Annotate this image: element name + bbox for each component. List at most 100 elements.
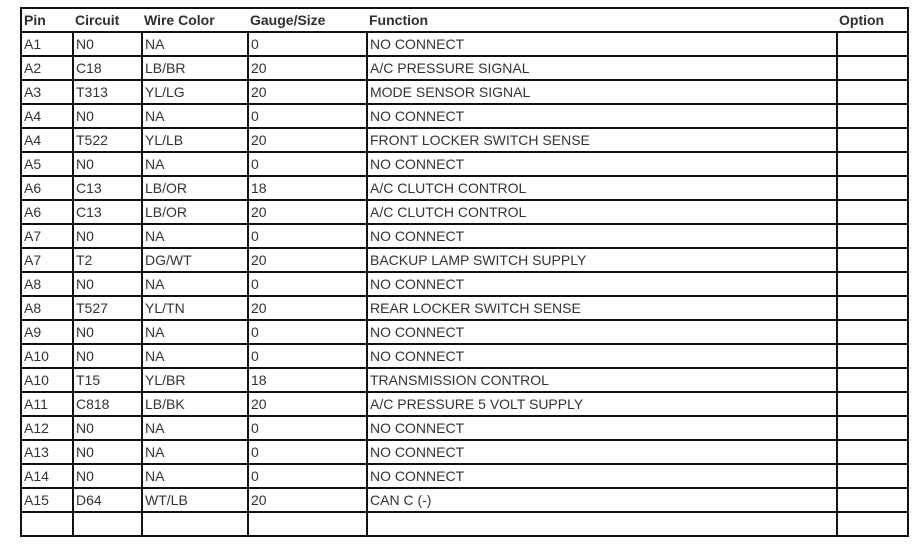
cell-gauge-size: 0 <box>247 223 368 249</box>
cell-gauge-size: 20 <box>247 487 368 513</box>
cell-gauge-size: 18 <box>247 175 368 201</box>
cell-gauge-size: 0 <box>247 439 368 465</box>
cell-function: NO CONNECT <box>366 103 838 129</box>
cell-pin: A1 <box>20 31 74 57</box>
cell-circuit: C13 <box>72 175 143 201</box>
table-row: A12 N0 NA 0 NO CONNECT <box>20 415 909 441</box>
cell-function: FRONT LOCKER SWITCH SENSE <box>366 127 838 153</box>
cell-pin: A10 <box>20 367 74 393</box>
table-row: A3 T313 YL/LG 20 MODE SENSOR SIGNAL <box>20 79 909 105</box>
cell-circuit: C818 <box>72 391 143 417</box>
cell-pin: A8 <box>20 271 74 297</box>
cell-circuit: N0 <box>72 343 143 369</box>
cell-gauge-size: 20 <box>247 247 368 273</box>
cell-pin: A6 <box>20 175 74 201</box>
cell-wire-color: YL/BR <box>141 367 249 393</box>
cell-gauge-size: 0 <box>247 463 368 489</box>
cell-option <box>836 223 909 249</box>
cell-circuit: N0 <box>72 151 143 177</box>
cell-function: NO CONNECT <box>366 415 838 441</box>
cell-option <box>836 247 909 273</box>
cell-gauge-size: 0 <box>247 103 368 129</box>
cell-option <box>836 391 909 417</box>
cell-wire-color: NA <box>141 463 249 489</box>
table-row: A7 T2 DG/WT 20 BACKUP LAMP SWITCH SUPPLY <box>20 247 909 273</box>
table-row: A2 C18 LB/BR 20 A/C PRESSURE SIGNAL <box>20 55 909 81</box>
cell-option <box>836 463 909 489</box>
cell-wire-color: NA <box>141 271 249 297</box>
cell-option <box>836 55 909 81</box>
table-row: A14 N0 NA 0 NO CONNECT <box>20 463 909 489</box>
cell-circuit: T522 <box>72 127 143 153</box>
cell-option <box>836 79 909 105</box>
table-row: A4 N0 NA 0 NO CONNECT <box>20 103 909 129</box>
cell-wire-color: LB/OR <box>141 199 249 225</box>
table-header-row: Pin Circuit Wire Color Gauge/Size Functi… <box>20 7 909 33</box>
cell-option <box>836 511 909 537</box>
cell-option <box>836 127 909 153</box>
cell-wire-color: YL/LG <box>141 79 249 105</box>
table-row: A6 C13 LB/OR 20 A/C CLUTCH CONTROL <box>20 199 909 225</box>
cell-function: BACKUP LAMP SWITCH SUPPLY <box>366 247 838 273</box>
cell-wire-color: NA <box>141 223 249 249</box>
table-row: A9 N0 NA 0 NO CONNECT <box>20 319 909 345</box>
cell-function: MODE SENSOR SIGNAL <box>366 79 838 105</box>
table-row: A7 N0 NA 0 NO CONNECT <box>20 223 909 249</box>
table-row: A13 N0 NA 0 NO CONNECT <box>20 439 909 465</box>
cell-wire-color <box>141 511 249 537</box>
cell-wire-color: YL/TN <box>141 295 249 321</box>
table-row: A5 N0 NA 0 NO CONNECT <box>20 151 909 177</box>
cell-gauge-size: 0 <box>247 415 368 441</box>
header-wire-color: Wire Color <box>142 7 248 33</box>
cell-circuit: N0 <box>72 319 143 345</box>
cell-function: NO CONNECT <box>366 151 838 177</box>
table-row: A8 T527 YL/TN 20 REAR LOCKER SWITCH SENSE <box>20 295 909 321</box>
table-row: A10 N0 NA 0 NO CONNECT <box>20 343 909 369</box>
header-function: Function <box>367 7 837 33</box>
cell-option <box>836 31 909 57</box>
cell-pin <box>20 511 74 537</box>
cell-gauge-size: 20 <box>247 295 368 321</box>
cell-pin: A7 <box>20 223 74 249</box>
cell-gauge-size: 20 <box>247 79 368 105</box>
cell-function: NO CONNECT <box>366 463 838 489</box>
cell-wire-color: NA <box>141 319 249 345</box>
cell-circuit: C18 <box>72 55 143 81</box>
cell-circuit: D64 <box>72 487 143 513</box>
cell-gauge-size: 0 <box>247 319 368 345</box>
table-row: A4 T522 YL/LB 20 FRONT LOCKER SWITCH SENSE <box>20 127 909 153</box>
cell-circuit: N0 <box>72 103 143 129</box>
cell-pin: A13 <box>20 439 74 465</box>
cell-wire-color: NA <box>141 439 249 465</box>
cell-circuit: T313 <box>72 79 143 105</box>
cell-function: NO CONNECT <box>366 439 838 465</box>
cell-option <box>836 271 909 297</box>
cell-gauge-size: 0 <box>247 271 368 297</box>
header-pin: Pin <box>20 7 73 33</box>
table-row: A10 T15 YL/BR 18 TRANSMISSION CONTROL <box>20 367 909 393</box>
cell-gauge-size: 20 <box>247 199 368 225</box>
cell-pin: A5 <box>20 151 74 177</box>
cell-pin: A3 <box>20 79 74 105</box>
cell-gauge-size: 20 <box>247 391 368 417</box>
table-row: A1 N0 NA 0 NO CONNECT <box>20 31 909 57</box>
cell-circuit: N0 <box>72 271 143 297</box>
cell-gauge-size: 18 <box>247 367 368 393</box>
cell-wire-color: NA <box>141 415 249 441</box>
cell-gauge-size: 0 <box>247 343 368 369</box>
cell-function: NO CONNECT <box>366 319 838 345</box>
cell-function: NO CONNECT <box>366 223 838 249</box>
cell-wire-color: WT/LB <box>141 487 249 513</box>
cell-option <box>836 487 909 513</box>
cell-pin: A8 <box>20 295 74 321</box>
cell-function: TRANSMISSION CONTROL <box>366 367 838 393</box>
cell-function: NO CONNECT <box>366 31 838 57</box>
cell-function: CAN C (-) <box>366 487 838 513</box>
cell-option <box>836 367 909 393</box>
cell-pin: A4 <box>20 127 74 153</box>
cell-pin: A15 <box>20 487 74 513</box>
header-option: Option <box>837 7 909 33</box>
cell-wire-color: NA <box>141 103 249 129</box>
cell-pin: A6 <box>20 199 74 225</box>
cell-option <box>836 415 909 441</box>
